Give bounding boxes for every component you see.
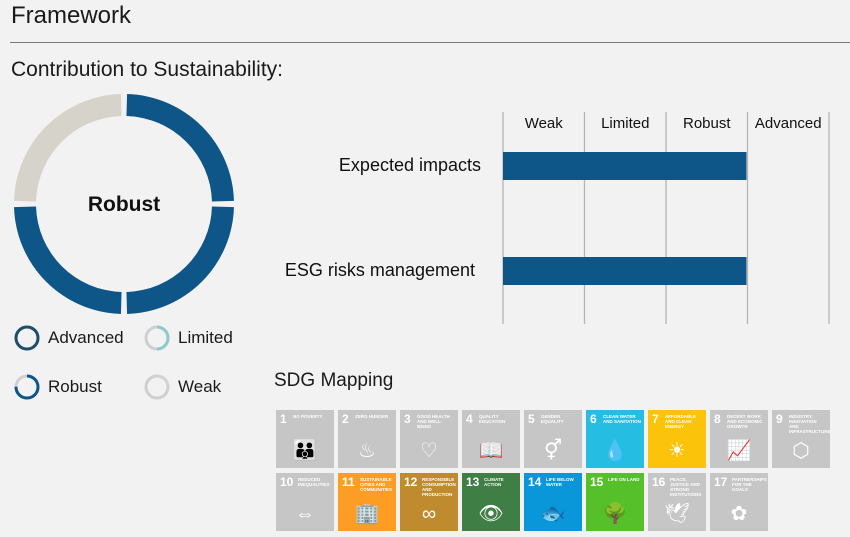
sdg-icon: ∞: [421, 503, 437, 525]
donut-center-label: Robust: [88, 193, 160, 216]
sdg-number: 6: [590, 412, 597, 426]
sdg-number: 16: [652, 475, 666, 489]
sdg-icon: ⬡: [792, 440, 810, 462]
sdg-label: Zero hunger: [355, 414, 389, 419]
level-label-limited: Limited: [601, 115, 649, 132]
sdg-number: 10: [280, 475, 294, 489]
legend-item-limited: Limited: [144, 325, 233, 351]
sdg-label: Life below water: [546, 477, 574, 487]
legend-label: Weak: [178, 377, 222, 396]
sdg-label: Gender equality: [541, 414, 564, 424]
sdg-icon: 📖: [478, 440, 504, 462]
sdg-label: Industry, innovation and infrastructure: [789, 414, 830, 434]
sdg-tile-5: 5 Gender equality ⚥: [524, 410, 582, 468]
sdg-icon: ⇔: [295, 503, 315, 525]
ring-icon: [14, 374, 40, 400]
sdg-label: Quality education: [479, 414, 506, 424]
sdg-tile-17: 17 Partnerships for the goals ✿: [710, 473, 768, 531]
sdg-icon: 🏢: [354, 503, 380, 525]
level-label-weak: Weak: [525, 115, 564, 132]
sdg-number: 14: [528, 475, 542, 489]
category-label: ESG risks management: [285, 260, 475, 280]
sdg-label: Life on land: [608, 477, 640, 482]
sdg-number: 12: [404, 475, 418, 489]
sdg-label: No poverty: [293, 414, 323, 419]
sdg-tile-6: 6 Clean water and sanitation 💧: [586, 410, 644, 468]
category-label: Expected impacts: [339, 155, 481, 175]
sdg-number: 3: [404, 412, 411, 426]
sdg-tile-7: 7 Affordable and clean energy ☀: [648, 410, 706, 468]
sdg-mapping-title: SDG Mapping: [274, 370, 394, 391]
ring-icon: [144, 374, 170, 400]
sdg-label: Partnerships for the goals: [732, 477, 767, 492]
sdg-tile-13: 13 Climate action 👁: [462, 473, 520, 531]
sdg-label: Peace, justice and strong institutions: [670, 477, 702, 497]
sdg-icon: 👪: [292, 440, 318, 462]
sdg-icon: 🌳: [602, 503, 628, 525]
sdg-tile-8: 8 Decent work and economic growth 📈: [710, 410, 768, 468]
sdg-number: 15: [590, 475, 604, 489]
sdg-label: Clean water and sanitation: [603, 414, 641, 424]
donut-segment-4: [14, 94, 122, 202]
sdg-icon: ✿: [730, 503, 748, 525]
sdg-tile-9: 9 Industry, innovation and infrastructure…: [772, 410, 830, 468]
sdg-number: 8: [714, 412, 721, 426]
sdg-tile-10: 10 Reduced inequalities ⇔: [276, 473, 334, 531]
sdg-label: Sustainable cities and communities: [360, 477, 392, 492]
sdg-number: 17: [714, 475, 728, 489]
sdg-label: Reduced inequalities: [298, 477, 330, 487]
page-title: Framework: [11, 2, 132, 29]
legend-label: Limited: [178, 328, 233, 347]
sdg-icon: ♨: [358, 440, 376, 462]
legend-item-robust: Robust: [14, 374, 102, 400]
sdg-tile-3: 3 Good health and well-being ♡: [400, 410, 458, 468]
sdg-tile-12: 12 Responsible consumption and production…: [400, 473, 458, 531]
impact-bar-chart: Weak Limited Robust Advanced Expected impact…: [285, 112, 830, 324]
sdg-label: Decent work and economic growth: [727, 414, 763, 429]
sdg-tile-14: 14 Life below water 🐟: [524, 473, 582, 531]
sdg-icon: 🐟: [540, 503, 566, 525]
sdg-label: Responsible consumption and production: [422, 477, 456, 497]
sdg-number: 13: [466, 475, 480, 489]
legend-label: Robust: [48, 377, 102, 396]
donut-segment-1: [126, 94, 234, 202]
sdg-number: 11: [342, 475, 355, 489]
sdg-icon: 🕊: [664, 503, 690, 525]
sdg-label: Climate action: [484, 477, 504, 487]
sdg-tile-11: 11 Sustainable cities and communities 🏢: [338, 473, 396, 531]
sdg-icon: 👁: [478, 503, 504, 525]
legend-item-advanced: Advanced: [14, 325, 124, 351]
sdg-number: 5: [528, 412, 535, 426]
sdg-number: 1: [280, 412, 287, 426]
header-divider: [10, 42, 850, 43]
ring-icon: [14, 325, 40, 351]
legend-item-weak: Weak: [144, 374, 221, 400]
contribution-title: Contribution to Sustainability:: [11, 58, 283, 81]
sdg-icon: 💧: [602, 440, 628, 462]
sdg-tile-4: 4 Quality education 📖: [462, 410, 520, 468]
sdg-icon: ⚥: [543, 440, 563, 462]
sdg-tile-1: 1 No poverty 👪: [276, 410, 334, 468]
donut-segment-2: [126, 206, 234, 314]
bar-expected-impacts: [503, 152, 747, 180]
bar-esg-risks-management: [503, 257, 747, 285]
level-label-advanced: Advanced: [755, 115, 822, 132]
sdg-label: Affordable and clean energy: [665, 414, 696, 429]
sdg-icon: ♡: [420, 440, 438, 462]
contribution-donut: Robust: [14, 94, 234, 314]
sdg-tile-16: 16 Peace, justice and strong institutions…: [648, 473, 706, 531]
sdg-number: 9: [776, 412, 783, 426]
level-label-robust: Robust: [683, 115, 731, 132]
sdg-tile-15: 15 Life on land 🌳: [586, 473, 644, 531]
sdg-number: 2: [342, 412, 349, 426]
legend-label: Advanced: [48, 328, 124, 347]
donut-segment-3: [14, 206, 122, 314]
sdg-icon: ☀: [668, 440, 686, 462]
sdg-number: 4: [466, 412, 473, 426]
sdg-icon: 📈: [726, 440, 752, 462]
sdg-label: Good health and well-being: [417, 414, 450, 429]
sdg-number: 7: [652, 412, 659, 426]
ring-icon: [144, 325, 170, 351]
sdg-tile-2: 2 Zero hunger ♨: [338, 410, 396, 468]
